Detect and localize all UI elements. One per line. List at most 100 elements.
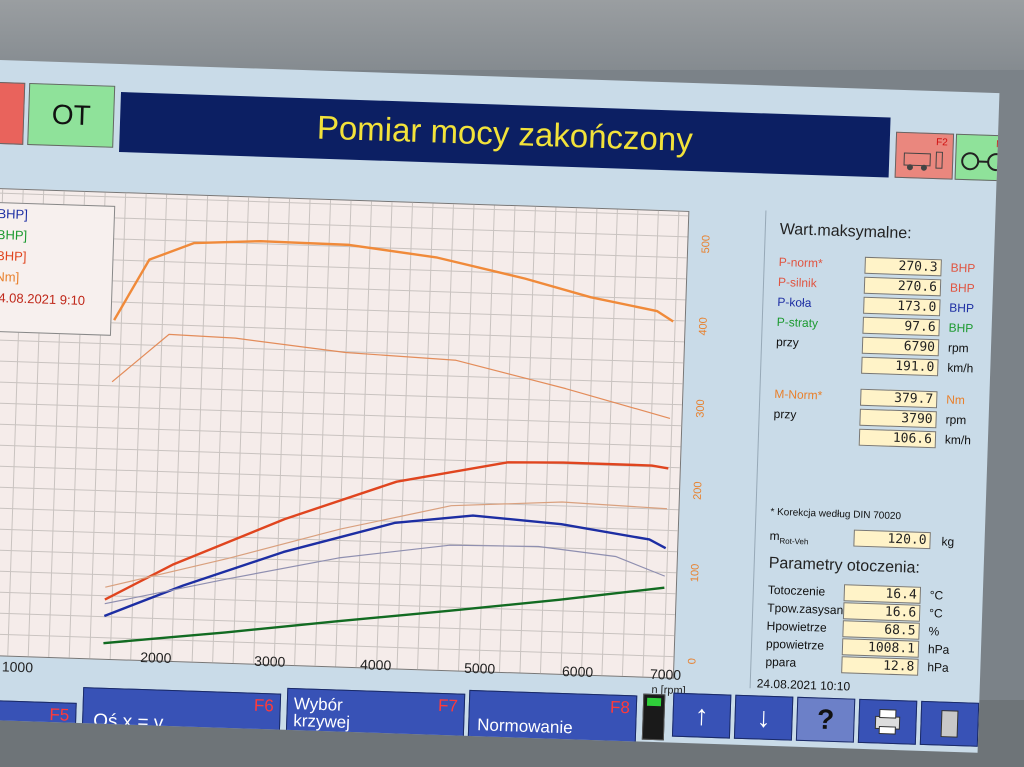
- mrot-value: 120.0: [853, 529, 931, 550]
- f7-key: F7: [437, 695, 459, 716]
- mrot-label: mRot-Veh: [769, 528, 809, 547]
- grid-line: [396, 202, 413, 669]
- printer-icon: [874, 709, 901, 735]
- ambient-value-value: 12.8: [841, 656, 919, 676]
- torque-value-label: przy: [773, 406, 797, 422]
- ambient-value-label: ppara: [765, 654, 797, 670]
- f8-label: Normowanie: [476, 715, 573, 738]
- y-tick-label: 200: [692, 481, 705, 500]
- engine-icon-button[interactable]: [0, 81, 26, 145]
- f8-key: F8: [609, 697, 631, 718]
- grid-line: [0, 633, 674, 658]
- y-tick-label: 300: [695, 399, 708, 418]
- series-line-6: [103, 586, 665, 645]
- grid-line: [478, 205, 495, 672]
- series-line-2: [104, 461, 669, 601]
- max-value-unit: BHP: [950, 260, 976, 276]
- max-value-value: 270.3: [864, 256, 942, 277]
- ambient-value-unit: hPa: [927, 642, 950, 657]
- max-value-label: P-silnik: [777, 274, 817, 291]
- max-value-label: P-koła: [777, 294, 812, 311]
- grid-line: [0, 360, 683, 385]
- series-line-5: [104, 544, 665, 605]
- grid-line: [273, 198, 291, 665]
- y-tick-label: 500: [700, 235, 713, 254]
- series-line-4: [103, 514, 667, 618]
- print-button[interactable]: [857, 698, 918, 745]
- max-values-title: Wart.maksymalne:: [779, 220, 912, 243]
- max-value-label: przy: [775, 334, 799, 350]
- max-value-unit: BHP: [948, 320, 974, 336]
- ambient-value-unit: °C: [929, 588, 944, 603]
- grid-line: [130, 193, 147, 660]
- max-value-label: P-straty: [776, 314, 819, 331]
- max-value-value: 97.6: [862, 316, 940, 337]
- grid-line: [0, 381, 682, 406]
- grid-line: [498, 206, 516, 672]
- torque-value-unit: rpm: [945, 412, 967, 428]
- correction-note: * Korekcja według DIN 70020: [770, 506, 902, 523]
- f2-key: F2: [935, 137, 948, 149]
- x-tick-label: 2000: [140, 648, 172, 667]
- grid-line: [0, 339, 684, 364]
- ot-button[interactable]: OT: [27, 82, 116, 148]
- y-tick-label: 100: [689, 564, 702, 583]
- exit-button[interactable]: [919, 700, 980, 747]
- f6-key: F6: [253, 695, 275, 716]
- grid-line: [0, 402, 682, 427]
- torque-value-value: 3790: [859, 408, 937, 429]
- rollers-button[interactable]: F3: [954, 133, 1000, 182]
- grid-line: [171, 195, 188, 662]
- f3-key: F3: [995, 139, 1000, 151]
- grid-line: [621, 210, 639, 676]
- max-value-value: 191.0: [861, 356, 939, 377]
- x-tick-label: 5000: [463, 659, 496, 677]
- ambient-value-label: Hpowietrze: [766, 618, 827, 635]
- x-tick-label: 3000: [253, 652, 286, 670]
- scroll-up-button[interactable]: ↑: [671, 692, 732, 739]
- car-test-button[interactable]: F2: [894, 131, 955, 180]
- status-led: [646, 697, 662, 707]
- grid-line: [212, 196, 229, 663]
- grid-line: [580, 208, 598, 675]
- ambient-value-unit: %: [928, 624, 940, 639]
- page-title: Pomiar mocy zakończony: [316, 108, 694, 159]
- max-value-unit: km/h: [947, 360, 974, 376]
- grid-line: [191, 195, 209, 662]
- grid-line: [0, 507, 678, 532]
- grid-line: [519, 206, 536, 673]
- grid-line: [0, 612, 675, 637]
- grid-line: [458, 204, 475, 671]
- series-line-3: [105, 501, 668, 588]
- ambient-value-unit: °C: [928, 606, 943, 621]
- grid-line: [314, 200, 332, 666]
- max-value-unit: BHP: [949, 280, 975, 296]
- grid-line: [0, 486, 679, 511]
- grid-line: [0, 591, 675, 616]
- y-tick-label: 400: [697, 317, 710, 336]
- dyno-screen: OT Pomiar mocy zakończony F2 F3 0 100 200 3…: [0, 60, 1000, 753]
- grid-line: [642, 210, 659, 677]
- ambient-value-value: 16.4: [843, 584, 922, 604]
- grid-line: [0, 192, 689, 217]
- monitor-bezel: [0, 0, 1024, 70]
- x-tick-label: 7000: [649, 665, 682, 683]
- ambient-value-value: 68.5: [842, 620, 920, 640]
- y-tick-label: 0: [686, 658, 698, 665]
- series-line-0: [113, 239, 674, 323]
- title-bar: Pomiar mocy zakończony: [119, 92, 891, 178]
- grid-line: [560, 208, 577, 674]
- scroll-down-button[interactable]: ↓: [733, 694, 794, 741]
- ambient-value-label: Tpow.zasysane: [767, 600, 851, 618]
- torque-value-unit: Nm: [946, 392, 966, 408]
- max-value-unit: BHP: [949, 300, 975, 316]
- grid-line: [437, 204, 454, 670]
- help-button[interactable]: ?: [795, 696, 856, 743]
- max-value-value: 173.0: [863, 296, 941, 317]
- ambient-value-label: ppowietrze: [765, 636, 825, 653]
- result-timestamp: 24.08.2021 10:10: [756, 676, 851, 694]
- mrot-unit: kg: [941, 534, 955, 549]
- grid-line: [109, 193, 127, 659]
- status-indicator: [641, 693, 666, 741]
- grid-line: [150, 194, 168, 661]
